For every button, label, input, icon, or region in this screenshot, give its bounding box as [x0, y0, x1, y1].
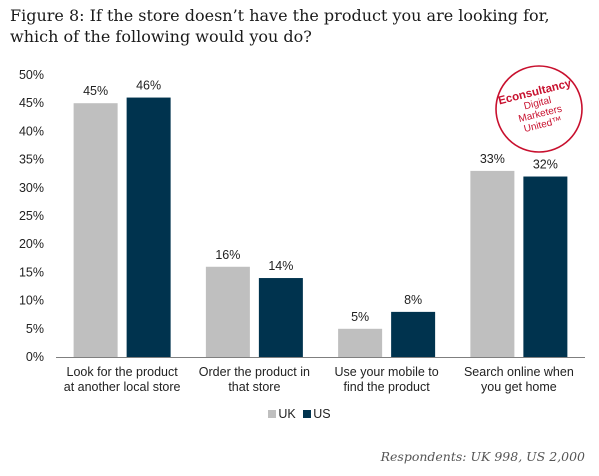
econsultancy-logo: Econsultancy Digital Marketers United™: [493, 63, 585, 155]
data-label: 32%: [533, 158, 558, 172]
y-tick-label: 45%: [19, 96, 44, 110]
y-tick-label: 25%: [19, 209, 44, 223]
y-tick-label: 30%: [19, 181, 44, 195]
logo-circle-icon: [495, 65, 583, 153]
bar-uk: [470, 170, 515, 357]
y-tick-label: 15%: [19, 265, 44, 279]
x-tick-label: you get home: [481, 380, 557, 394]
bar-uk: [73, 103, 118, 357]
chart-title: Figure 8: If the store doesn’t have the …: [10, 5, 590, 47]
x-tick-label: Search online when: [464, 365, 574, 379]
data-label: 45%: [83, 84, 108, 98]
legend-item-uk: UK: [268, 407, 296, 421]
bar-us: [126, 97, 171, 357]
bar-us: [391, 311, 436, 357]
bar-uk: [338, 328, 383, 357]
legend-label-us: US: [313, 407, 331, 421]
bar-us: [523, 176, 568, 357]
data-label: 33%: [480, 152, 505, 166]
data-label: 8%: [404, 293, 422, 307]
legend-item-us: US: [303, 407, 331, 421]
data-label: 14%: [268, 259, 293, 273]
bar-uk: [205, 266, 250, 357]
data-label: 46%: [136, 79, 161, 93]
data-label: 5%: [351, 310, 369, 324]
chart-legend: UK US: [0, 407, 599, 421]
legend-label-uk: UK: [278, 407, 296, 421]
x-tick-label: Order the product in: [199, 365, 310, 379]
figure-number: Figure 8:: [10, 6, 85, 25]
figure-question: If the store doesn’t have the product yo…: [10, 6, 550, 46]
y-tick-label: 50%: [19, 68, 44, 82]
bar-us: [258, 278, 303, 357]
data-label: 16%: [215, 248, 240, 262]
y-tick-label: 40%: [19, 124, 44, 138]
respondents-footnote: Respondents: UK 998, US 2,000: [380, 449, 585, 464]
y-tick-label: 10%: [19, 294, 44, 308]
y-tick-label: 20%: [19, 237, 44, 251]
y-tick-label: 0%: [26, 350, 44, 364]
x-tick-label: at another local store: [64, 380, 181, 394]
y-tick-label: 35%: [19, 153, 44, 167]
x-tick-label: that store: [228, 380, 280, 394]
legend-swatch-uk: [268, 410, 277, 418]
y-tick-label: 5%: [26, 322, 44, 336]
legend-swatch-us: [303, 410, 312, 418]
x-tick-label: Use your mobile to: [335, 365, 439, 379]
x-tick-label: Look for the product: [67, 365, 179, 379]
x-tick-label: find the product: [344, 380, 431, 394]
